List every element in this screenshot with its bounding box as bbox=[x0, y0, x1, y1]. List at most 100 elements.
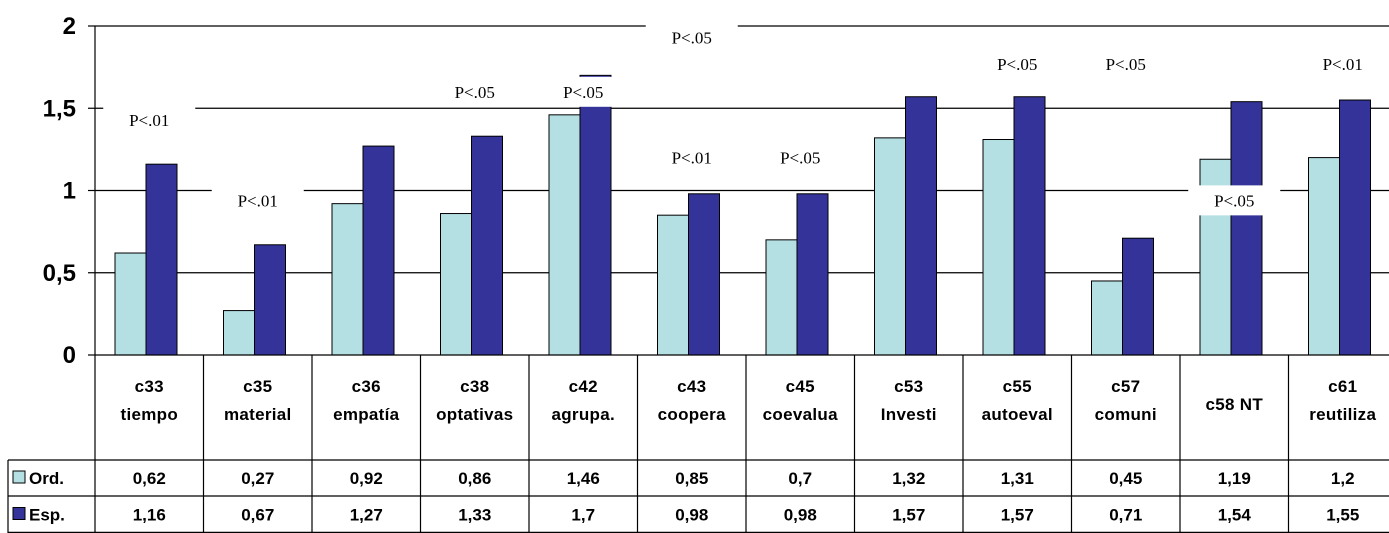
table-cell-value: 1,46 bbox=[567, 469, 600, 488]
y-tick-label: 0,5 bbox=[43, 260, 76, 287]
category-label: c38 bbox=[460, 377, 489, 396]
bar-ord bbox=[982, 139, 1015, 356]
y-tick-label: 2 bbox=[63, 13, 76, 40]
table-cell-value: 0,7 bbox=[788, 469, 812, 488]
bar-esp bbox=[254, 244, 286, 356]
annotation-box bbox=[1079, 48, 1172, 79]
y-tick-label: 1,5 bbox=[43, 95, 76, 122]
gridlines bbox=[95, 25, 1389, 274]
data-table: c33 tiempo c35 material c36 empatía c38 optativ… bbox=[7, 355, 1389, 533]
category-label: c35 bbox=[243, 377, 272, 396]
table-cell-value: 1,57 bbox=[1001, 506, 1034, 525]
bar-esp bbox=[1013, 96, 1046, 356]
annotation-label: P<.01 bbox=[129, 111, 169, 130]
annotation-label: P<.05 bbox=[1106, 55, 1146, 74]
category-label: c45 bbox=[786, 377, 815, 396]
annotation-box bbox=[1296, 48, 1389, 79]
bar-ord bbox=[657, 214, 689, 356]
annotation-box bbox=[428, 76, 521, 107]
table-cell-value: 1,27 bbox=[350, 506, 383, 525]
bar-ord bbox=[765, 239, 798, 356]
table-cell-value: 1,57 bbox=[892, 506, 925, 525]
category-label: c43 bbox=[677, 377, 706, 396]
category-label: c57 bbox=[1111, 377, 1140, 396]
category-label: c36 bbox=[352, 377, 381, 396]
annotation-box bbox=[211, 185, 304, 216]
bar-esp bbox=[1230, 101, 1263, 356]
table-cell-value: 0,98 bbox=[784, 506, 817, 525]
significance-annotations: P<.01 P<.01 P<.05 P<.05 P<.05 P<.01 P<.05 P<.05… bbox=[103, 22, 1389, 216]
annotation-box bbox=[645, 22, 738, 53]
annotation-box bbox=[754, 142, 847, 173]
table-cell-value: 0,67 bbox=[241, 506, 274, 525]
annotation-label: P<.05 bbox=[455, 83, 495, 102]
bar-esp bbox=[471, 135, 503, 356]
bar-ord bbox=[548, 114, 581, 356]
category-label: agrupa. bbox=[551, 405, 615, 424]
category-label: c61 bbox=[1328, 377, 1357, 396]
table-cell-value: 0,98 bbox=[675, 506, 708, 525]
category-label: optativas bbox=[436, 405, 513, 424]
category-label: c42 bbox=[569, 377, 598, 396]
category-label: comuni bbox=[1095, 405, 1157, 424]
annotation-label: P<.05 bbox=[780, 149, 820, 168]
category-label: tiempo bbox=[120, 405, 178, 424]
bar-esp bbox=[362, 145, 395, 356]
annotation-label: P<.01 bbox=[238, 191, 278, 210]
y-tick-label: 0 bbox=[63, 342, 76, 369]
annotation-box bbox=[103, 104, 196, 135]
bar-esp bbox=[1122, 237, 1154, 356]
table-cell-value: 0,62 bbox=[133, 469, 166, 488]
annotation-label: P<.05 bbox=[672, 29, 712, 48]
legend-swatch bbox=[12, 507, 26, 520]
category-label: empatía bbox=[333, 405, 400, 424]
table-cell-value: 0,27 bbox=[241, 469, 274, 488]
table-cell-value: 0,85 bbox=[675, 469, 708, 488]
axes: 0 0,5 1 1,5 2 bbox=[43, 13, 1389, 369]
table-cell-value: 1,33 bbox=[458, 506, 491, 525]
annotation-box bbox=[1188, 185, 1281, 216]
legend-label: Esp. bbox=[29, 506, 65, 525]
category-label: c33 bbox=[135, 377, 164, 396]
bar-esp bbox=[1339, 99, 1371, 356]
category-label: c58 NT bbox=[1205, 395, 1263, 414]
table-cell-value: 1,19 bbox=[1218, 469, 1251, 488]
legend-swatch bbox=[12, 470, 26, 484]
annotation-label: P<.01 bbox=[672, 149, 712, 168]
bars bbox=[114, 74, 1371, 356]
annotation-box bbox=[971, 48, 1064, 79]
annotation-box bbox=[537, 76, 630, 107]
table-cell-value: 1,7 bbox=[571, 506, 595, 525]
table-cell-value: 0,45 bbox=[1109, 469, 1142, 488]
table-cell-value: 1,16 bbox=[133, 506, 166, 525]
table-cell-value: 0,86 bbox=[458, 469, 491, 488]
category-label: coopera bbox=[658, 405, 726, 424]
table-cell-value: 1,54 bbox=[1218, 506, 1252, 525]
bar-esp bbox=[688, 193, 720, 356]
category-label: autoeval bbox=[982, 405, 1053, 424]
y-tick-label: 1 bbox=[63, 178, 76, 205]
category-label: c53 bbox=[894, 377, 923, 396]
category-label: Investi bbox=[881, 405, 937, 424]
category-label: material bbox=[224, 405, 292, 424]
annotation-label: P<.05 bbox=[563, 83, 603, 102]
legend-label: Ord. bbox=[29, 469, 64, 488]
table-cell-value: 0,71 bbox=[1109, 506, 1142, 525]
bar-ord bbox=[1308, 157, 1340, 356]
bar-ord bbox=[114, 252, 147, 356]
annotation-label: P<.05 bbox=[997, 55, 1037, 74]
bar-ord bbox=[223, 310, 255, 356]
annotation-label: P<.05 bbox=[1214, 191, 1254, 210]
bar-esp bbox=[905, 96, 937, 356]
table-cell-value: 1,55 bbox=[1326, 506, 1359, 525]
category-label: c55 bbox=[1003, 377, 1032, 396]
bar-esp bbox=[579, 74, 612, 356]
bar-esp bbox=[796, 193, 829, 356]
annotation-box bbox=[645, 142, 738, 173]
bar-ord bbox=[874, 137, 906, 356]
table-cell-value: 1,2 bbox=[1331, 469, 1355, 488]
bar-ord bbox=[440, 213, 472, 356]
annotation-label: P<.01 bbox=[1323, 55, 1363, 74]
category-label: reutiliza bbox=[1309, 405, 1376, 424]
